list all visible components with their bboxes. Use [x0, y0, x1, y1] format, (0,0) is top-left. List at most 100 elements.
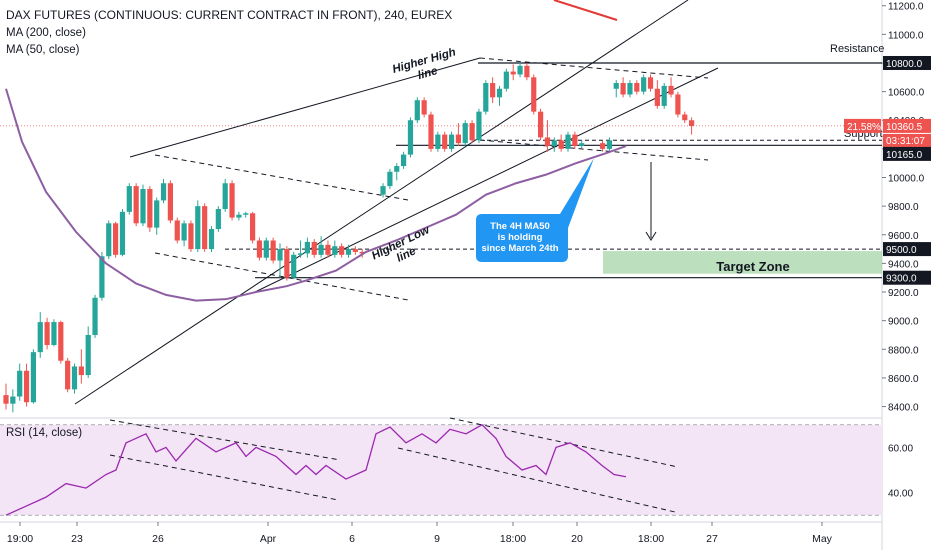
candle [44, 317, 50, 350]
candle [572, 131, 578, 149]
candle [92, 294, 98, 338]
candle [154, 197, 160, 235]
level-10165-price-tag: 10165.0 [883, 146, 931, 161]
candle [23, 363, 30, 407]
candle [627, 80, 633, 98]
ma200-legend: MA (200, close) [6, 27, 86, 39]
candle [277, 243, 283, 278]
target-bottom-price-tag: 9300.0 [883, 270, 931, 285]
dashed-channel-line [109, 419, 341, 461]
candle [167, 180, 173, 224]
candle [10, 389, 16, 413]
candle [78, 349, 84, 384]
callout-text-line: since March 24th [481, 243, 558, 254]
candle-body [668, 85, 674, 95]
candle-body [661, 85, 667, 106]
price-tick-label: 10000.0 [888, 174, 925, 185]
candle [401, 151, 407, 169]
callout-bubble [476, 158, 594, 262]
target-bottom-price-tag-bg [883, 270, 931, 285]
candle-body [551, 140, 557, 147]
candle-body [243, 213, 249, 215]
rsi-tick-label: 60.00 [888, 443, 913, 454]
candle [469, 120, 475, 144]
candle-body [606, 140, 612, 149]
upper-channel-line [74, 0, 689, 405]
candle-body [641, 77, 647, 92]
candle-body [654, 88, 660, 106]
candle [641, 74, 647, 95]
countdown-tag-text: 03:31:07 [886, 136, 925, 147]
last-price-tag: 10360.5 03:31:07 21.58% [844, 118, 931, 147]
higher-low-line [254, 67, 719, 293]
candle-body [510, 71, 516, 75]
candle-body [85, 334, 91, 376]
time-tick-label: 9 [434, 533, 440, 545]
candle-body [37, 322, 43, 353]
price-tick-label: 8800.0 [888, 345, 919, 356]
price-tick-label: 8400.0 [888, 403, 919, 414]
candle [661, 83, 667, 109]
candle [387, 168, 393, 189]
candle-body [634, 83, 640, 92]
candle-body [483, 83, 489, 112]
candle-body [524, 65, 530, 78]
candle [517, 61, 523, 78]
target-arrow-head [645, 231, 657, 241]
ma200-line [553, 0, 618, 21]
candle [37, 312, 43, 358]
candle-body [99, 256, 105, 298]
candle-body [65, 360, 71, 390]
candle-body [17, 370, 23, 397]
candle-body [689, 120, 695, 126]
candle-body [620, 83, 626, 95]
candle-body [106, 223, 112, 257]
candle-body [58, 322, 64, 361]
resistance-price-tag: 10800.0 [883, 55, 931, 70]
rsi-legend: RSI (14, close) [6, 427, 83, 439]
candle [297, 240, 304, 258]
candle-body [359, 251, 365, 254]
candle-body [140, 188, 146, 224]
candle-body [297, 253, 304, 255]
candle [455, 123, 461, 147]
candle-body [119, 211, 126, 255]
candle-body [387, 171, 393, 187]
candle-body [599, 143, 606, 149]
candle-body [188, 223, 194, 250]
time-tick-label: 19:00 [7, 533, 33, 545]
rsi-tick-label: 40.00 [888, 489, 913, 500]
candle-body [572, 134, 578, 147]
target-zone-label: Target Zone [716, 259, 789, 274]
candle-body [352, 249, 358, 252]
candle-body [345, 249, 352, 255]
candle [113, 221, 119, 258]
candle-body [215, 209, 221, 230]
candle [236, 211, 242, 221]
candle-body [270, 240, 276, 261]
candle-body [3, 395, 9, 404]
time-tick-label: 27 [706, 533, 718, 545]
rsi-line [5, 423, 627, 516]
candle [140, 184, 146, 227]
candle [229, 180, 235, 221]
candle [394, 163, 400, 181]
last-price-tag-text: 10360.5 [886, 122, 923, 133]
time-tick-label: 18:00 [638, 533, 664, 545]
candle-body [222, 183, 228, 209]
dashed-channel-line [479, 139, 709, 161]
candle [496, 85, 503, 106]
candle [222, 178, 228, 212]
candle [202, 203, 208, 252]
candle-body [160, 183, 167, 201]
candle-body [558, 140, 564, 149]
candle [531, 74, 537, 115]
level-10165-price-tag-text: 10165.0 [886, 150, 923, 161]
dashed-channel-line [154, 252, 409, 301]
ma50-line [5, 88, 627, 302]
candle [620, 77, 626, 98]
candle-body [462, 123, 468, 144]
candle [668, 77, 674, 98]
candle [407, 117, 414, 158]
